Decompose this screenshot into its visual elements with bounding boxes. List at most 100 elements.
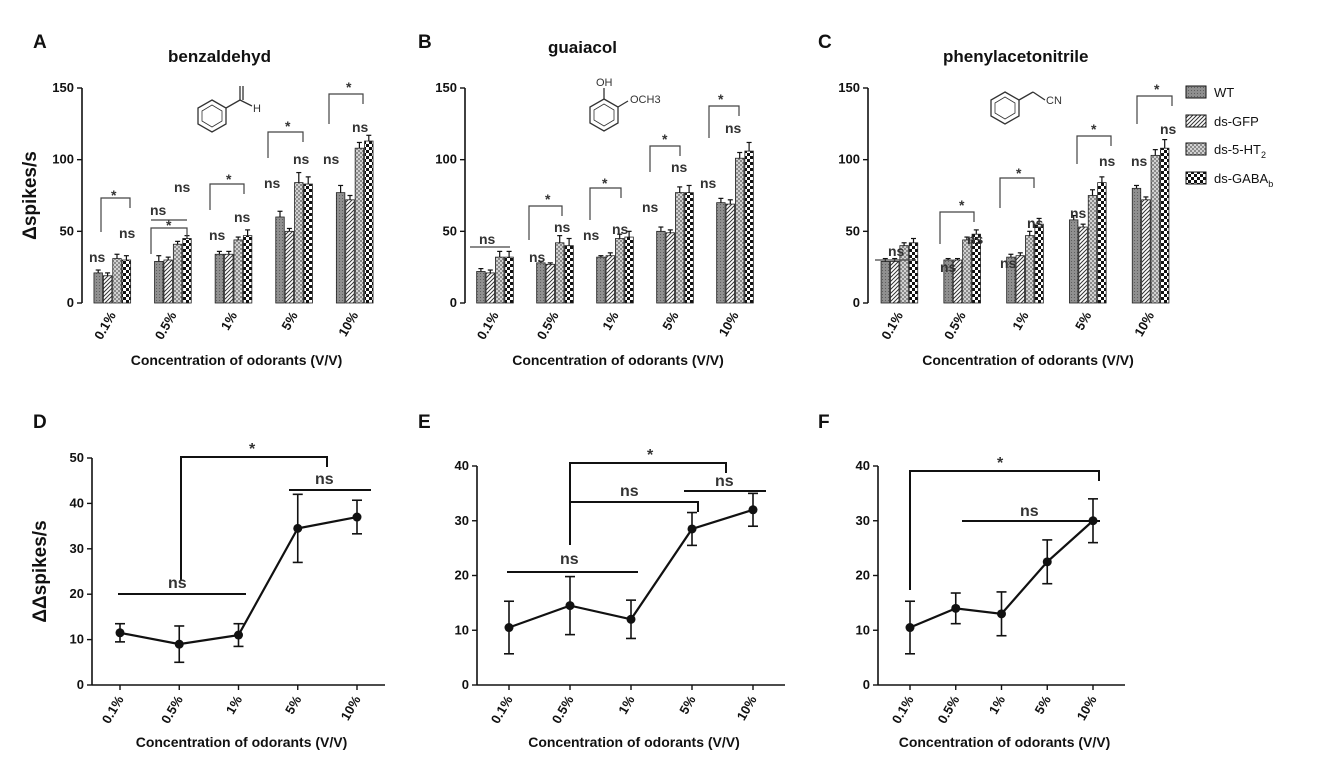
panel-b-bar xyxy=(656,230,666,304)
panel-d-y-tick-label: 50 xyxy=(70,450,84,465)
panel-f-line-chart: 0 10 20 30 40 0.1% 0.5% 1% 5% 10% Concentration of… xyxy=(856,458,1125,750)
panel-a-bar-chart: 0 50 100 150 0.1% 0.5% 1% 5% 10% Concentration of… xyxy=(20,80,374,368)
panel-f-x-axis-label: Concentration of odorants (V/V) xyxy=(899,734,1111,750)
sig-star: * xyxy=(249,441,256,458)
panel-f-x-tick-label: 1% xyxy=(986,693,1009,717)
panel-b-bar xyxy=(744,150,754,304)
panel-c-bar xyxy=(1034,223,1044,304)
panel-c-bar xyxy=(962,239,972,304)
sig-star: * xyxy=(1091,121,1097,137)
panel-b-bar xyxy=(716,202,726,304)
panel-d-data-point xyxy=(174,639,184,649)
sig-ns: ns xyxy=(583,227,600,243)
panel-a-bar xyxy=(93,272,103,304)
panel-d-data-point xyxy=(115,628,125,638)
panel-d-x-tick-label: 10% xyxy=(338,693,364,723)
panel-e-y-tick-label: 30 xyxy=(455,513,469,528)
panel-a-x-tick-label: 5% xyxy=(278,309,301,333)
sig-star: * xyxy=(111,187,117,203)
sig-brackets-a xyxy=(100,93,364,254)
panel-e-data-point xyxy=(626,614,636,624)
panel-a-y-tick-label: 100 xyxy=(52,152,74,167)
panel-b-bar xyxy=(675,192,685,304)
panel-b-bar xyxy=(564,245,574,304)
sig-ns: ns xyxy=(479,231,496,247)
panel-a-bar xyxy=(354,147,365,304)
panel-c-bar xyxy=(908,242,919,304)
panel-b-x-tick-label: 0.5% xyxy=(534,309,562,343)
panel-e-data-point xyxy=(748,505,758,515)
panel-b-bar xyxy=(684,192,694,304)
sig-ns: ns xyxy=(700,175,717,191)
sig-ns: ns xyxy=(323,151,340,167)
sig-brackets-e xyxy=(507,462,766,573)
panel-b-bar xyxy=(624,236,634,304)
panel-c-x-tick-label: 5% xyxy=(1072,309,1095,333)
sig-ns: ns xyxy=(554,219,571,235)
panel-a-bar xyxy=(303,183,313,304)
panel-a-bar xyxy=(112,258,122,304)
panel-d-y-tick-label: 30 xyxy=(70,541,84,556)
benzaldehyde-structure-icon xyxy=(197,86,253,133)
sig-ns: ns xyxy=(1027,215,1044,231)
panel-b-bar xyxy=(735,157,745,304)
panel-f-x-tick-label: 0.5% xyxy=(935,693,963,727)
panel-b-bar xyxy=(665,232,675,304)
sig-ns: ns xyxy=(715,473,734,490)
panel-e-y-tick-label: 20 xyxy=(455,568,469,583)
panel-c-bar xyxy=(1097,182,1107,304)
sig-star: * xyxy=(545,191,551,207)
panel-d-x-tick-label: 1% xyxy=(223,693,246,717)
panel-letter-a: A xyxy=(33,32,47,53)
panel-b-bar xyxy=(605,255,615,304)
sig-ns: ns xyxy=(150,202,167,218)
sig-ns: ns xyxy=(940,259,957,275)
panel-c-x-axis-label: Concentration of odorants (V/V) xyxy=(922,352,1134,368)
sig-ns: ns xyxy=(89,249,106,265)
sig-ns: ns xyxy=(888,243,905,259)
sig-ns: ns xyxy=(168,575,187,592)
panel-b-bar xyxy=(485,272,495,304)
panel-f-y-tick-label: 0 xyxy=(863,677,870,692)
panel-e-data-point xyxy=(687,524,697,534)
panel-b-bar xyxy=(555,242,565,304)
sig-ns: ns xyxy=(725,120,742,136)
panel-a-y-tick-label: 50 xyxy=(60,223,74,238)
sig-ns: ns xyxy=(174,179,191,195)
sig-star: * xyxy=(1016,165,1022,181)
panel-e-x-tick-label: 1% xyxy=(615,693,638,717)
sig-star: * xyxy=(662,131,668,147)
panel-d-y-tick-label: 10 xyxy=(70,632,84,647)
legend-label-ds-gabab: ds-GABAb xyxy=(1214,171,1273,189)
panel-f-y-tick-label: 40 xyxy=(856,458,870,473)
panel-a-y-axis-label: Δspikes/s xyxy=(20,151,41,240)
phenylacetonitrile-structure-icon xyxy=(990,91,1046,125)
sig-ns: ns xyxy=(1020,503,1039,520)
panel-d-y-axis-label: ΔΔspikes/s xyxy=(30,520,51,622)
panel-c-bar xyxy=(1025,235,1035,304)
legend-label-ds-gfp: ds-GFP xyxy=(1214,114,1259,129)
sig-ns: ns xyxy=(119,225,136,241)
panel-c-bar xyxy=(1087,195,1098,304)
panel-a-bar xyxy=(182,238,192,304)
panel-c-y-tick-label: 150 xyxy=(838,80,860,95)
panel-a-bar xyxy=(224,253,234,304)
sig-ns: ns xyxy=(1131,153,1148,169)
sig-ns: ns xyxy=(620,483,639,500)
panel-a-bar xyxy=(172,243,183,304)
panel-e-y-tick-label: 10 xyxy=(455,622,469,637)
sig-ns: ns xyxy=(529,249,546,265)
panel-c-bar xyxy=(1069,219,1079,304)
panel-f-x-tick-label: 0.1% xyxy=(889,693,917,727)
panel-c-y-tick-label: 50 xyxy=(846,223,860,238)
phenylacetonitrile-cn-label: CN xyxy=(1046,95,1062,107)
panel-b-y-tick-label: 100 xyxy=(435,152,457,167)
panel-e-x-tick-label: 0.5% xyxy=(549,693,577,727)
sig-star: * xyxy=(602,175,608,191)
panel-a-y-tick-label: 0 xyxy=(67,295,74,310)
sig-brackets-b xyxy=(470,105,740,248)
panel-b-y-tick-label: 150 xyxy=(435,80,457,95)
panel-e-data-point xyxy=(565,601,575,611)
line-charts: 0 10 20 30 40 50 0.1% 0.5% 1% 5% 10% Concentration … xyxy=(30,450,1125,750)
